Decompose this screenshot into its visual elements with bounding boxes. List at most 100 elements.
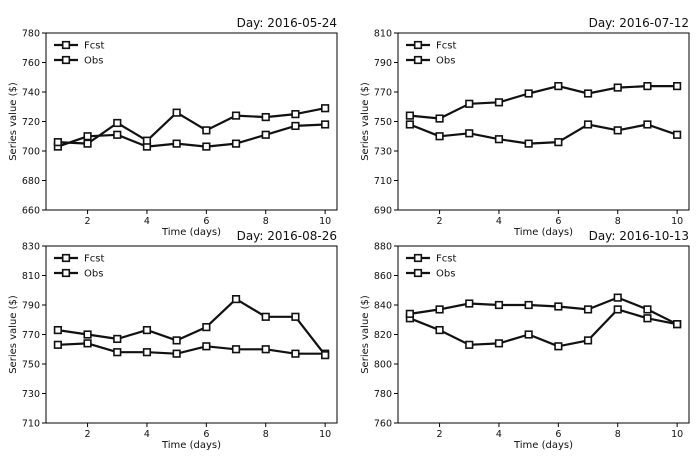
- y-tick-label: 770: [374, 88, 392, 99]
- data-point: [231, 294, 241, 304]
- data-point: [321, 104, 330, 113]
- x-axis-label: Time (days): [161, 440, 221, 451]
- data-point: [261, 130, 270, 139]
- data-point: [113, 130, 122, 139]
- series-line: [57, 107, 326, 145]
- data-point: [291, 349, 300, 358]
- data-point: [53, 138, 62, 147]
- data-point: [435, 325, 444, 335]
- y-tick-label: 730: [374, 147, 392, 158]
- legend-marker: [413, 55, 423, 65]
- data-point: [524, 89, 533, 98]
- series-obs: [405, 293, 682, 329]
- chart-panel-1: Day: 2016-05-24 660 680 700 720 740 760 780 2 4 6 8…: [8, 16, 338, 238]
- data-point: [583, 89, 593, 98]
- data-point: [554, 342, 563, 351]
- data-point: [673, 320, 682, 329]
- x-tick-label: 10: [319, 216, 331, 227]
- x-tick-label: 8: [615, 429, 621, 440]
- data-point: [643, 82, 652, 91]
- legend-label: Obs: [84, 269, 103, 280]
- x-tick-label: 6: [555, 429, 561, 440]
- y-tick-label: 730: [22, 389, 40, 400]
- x-tick-label: 4: [496, 429, 502, 440]
- data-point: [261, 312, 270, 321]
- data-point: [172, 336, 181, 345]
- x-tick-label: 4: [144, 429, 150, 440]
- y-tick-label: 700: [22, 147, 40, 158]
- chart-panel-4: Day: 2016-10-13 760 780 800 820 840 860 880 2 4 6 8…: [360, 229, 690, 451]
- data-point: [172, 108, 181, 117]
- data-point: [405, 309, 414, 318]
- data-point: [494, 300, 504, 310]
- y-tick-label: 760: [374, 419, 392, 430]
- data-point: [613, 305, 622, 314]
- series-fcst: [405, 120, 682, 148]
- x-tick-label: 2: [85, 429, 91, 440]
- legend: Fcst Obs: [406, 41, 456, 67]
- data-point: [113, 334, 122, 344]
- data-point: [524, 139, 533, 148]
- data-point: [643, 305, 652, 314]
- y-tick-label: 830: [22, 242, 40, 253]
- x-tick-label: 2: [437, 216, 443, 227]
- legend-label: Obs: [84, 56, 103, 67]
- y-tick-label: 750: [22, 360, 40, 371]
- series-obs: [53, 104, 330, 148]
- data-point: [202, 126, 211, 135]
- legend: Fcst Obs: [54, 254, 104, 280]
- x-tick-label: 6: [203, 429, 209, 440]
- data-point: [202, 342, 211, 351]
- data-point: [321, 120, 330, 129]
- data-point: [554, 82, 563, 91]
- data-point: [465, 99, 474, 108]
- data-point: [202, 142, 211, 151]
- series-obs: [53, 294, 330, 360]
- legend: Fcst Obs: [54, 41, 104, 67]
- data-point: [202, 323, 211, 332]
- data-point: [113, 348, 122, 357]
- data-point: [172, 139, 181, 148]
- data-point: [321, 351, 330, 360]
- series-fcst: [53, 339, 330, 358]
- data-point: [643, 120, 652, 129]
- data-point: [554, 302, 563, 311]
- data-point: [83, 132, 92, 141]
- data-point: [172, 349, 181, 358]
- series-fcst: [53, 120, 330, 151]
- chart-title: Day: 2016-10-13: [589, 229, 689, 243]
- data-point: [465, 299, 474, 308]
- legend-label: Fcst: [84, 254, 104, 265]
- y-axis-label: Series value ($): [8, 295, 19, 374]
- data-point: [113, 118, 122, 128]
- data-point: [435, 305, 444, 314]
- data-point: [261, 345, 270, 354]
- data-point: [465, 129, 474, 138]
- series-line: [409, 123, 678, 145]
- legend-label: Obs: [436, 56, 455, 67]
- data-point: [643, 314, 652, 323]
- x-tick-label: 4: [144, 216, 150, 227]
- x-tick-label: 6: [555, 216, 561, 227]
- legend-marker: [61, 40, 71, 50]
- legend-marker: [413, 40, 423, 50]
- series-line: [57, 123, 326, 148]
- y-tick-label: 810: [374, 29, 392, 40]
- data-point: [613, 126, 622, 135]
- series-line: [409, 296, 678, 326]
- data-point: [494, 339, 504, 348]
- y-tick-label: 800: [374, 360, 392, 371]
- series-line: [57, 298, 326, 356]
- data-point: [291, 121, 300, 131]
- x-tick-label: 10: [319, 429, 331, 440]
- data-point: [405, 120, 414, 129]
- legend-label: Fcst: [84, 41, 104, 52]
- y-tick-label: 690: [374, 206, 392, 217]
- chart-title: Day: 2016-08-26: [237, 229, 337, 243]
- y-tick-label: 740: [22, 88, 40, 99]
- data-point: [613, 83, 622, 92]
- x-tick-label: 8: [263, 429, 269, 440]
- data-point: [673, 130, 682, 139]
